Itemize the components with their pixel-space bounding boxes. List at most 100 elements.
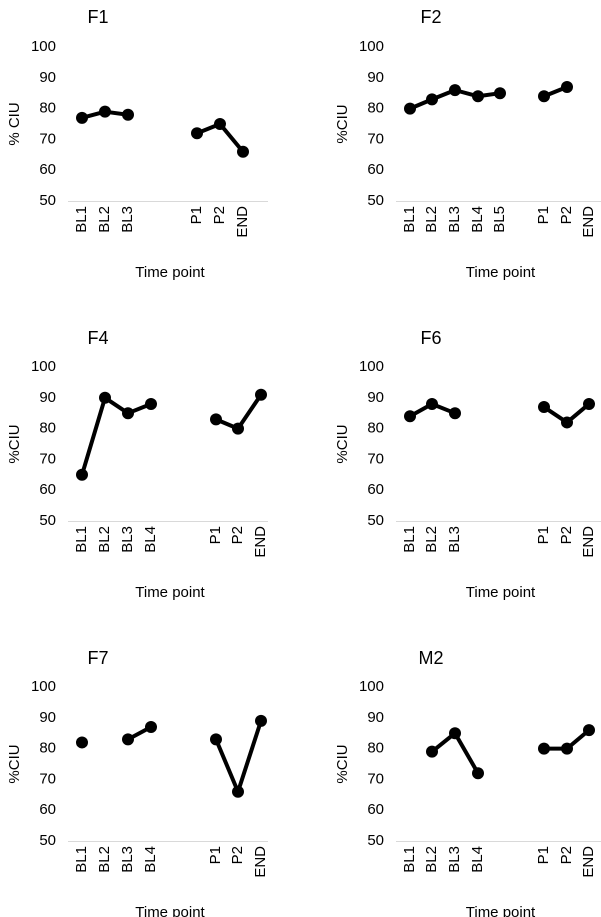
data-point [538,742,550,755]
x-tick-label: END [580,846,597,878]
y-tick-label: 80 [367,740,384,757]
x-tick-label: P1 [207,846,224,864]
data-point [472,90,484,103]
data-point [145,721,157,734]
y-tick-label: 90 [39,709,56,726]
data-point [561,742,573,755]
x-tick-label: BL3 [446,206,463,233]
data-point [449,407,461,420]
data-point [76,111,88,124]
data-point [76,736,88,749]
chart-panel-f6: F6 %CIU 50 60 70 80 90 100 BL1 BL2 BL3 P1 P2 END Time … [334,328,601,601]
data-point [494,87,506,100]
y-tick-label: 80 [39,100,56,117]
data-point [583,397,595,410]
data-point [561,81,573,94]
y-tick-label: 100 [31,38,56,55]
y-tick-label: 60 [367,161,384,178]
y-tick-label: 80 [39,420,56,437]
y-tick-label: 100 [31,678,56,695]
data-point [210,413,222,426]
data-point [426,93,438,106]
y-tick-label: 70 [39,450,56,467]
series-line-segment [214,737,240,794]
x-tick-label: BL2 [423,526,440,553]
data-point [255,714,267,727]
data-point [426,745,438,758]
chart-panel-f4: F4 %CIU 50 60 70 80 90 100 BL1 BL2 BL3 BL4 P1 P2 END Ti… [6,328,269,601]
series-line-segment [80,395,107,477]
y-tick-label: 50 [39,832,56,849]
x-axis-label: Time point [135,904,205,917]
data-point [449,727,461,740]
chart-title: F2 [420,7,441,27]
y-tick-label: 60 [39,801,56,818]
data-point [122,407,134,420]
data-point [255,388,267,401]
data-point [426,397,438,410]
y-tick-label: 100 [359,38,384,55]
data-point [191,127,203,140]
x-tick-label: BL4 [142,526,159,553]
data-point [122,733,134,746]
data-point [472,767,484,780]
y-tick-label: 50 [367,192,384,209]
x-tick-label: P1 [207,526,224,544]
chart-title: F7 [87,648,108,668]
y-axis-label: %CIU [334,104,351,143]
x-tick-label: P2 [211,206,228,224]
x-tick-label: END [580,206,597,238]
x-axis-label: Time point [135,264,205,281]
data-point [583,724,595,737]
x-tick-label: BL4 [142,846,159,873]
y-tick-label: 100 [31,358,56,375]
chart-title: F6 [420,328,441,348]
y-tick-label: 60 [367,481,384,498]
x-tick-label: BL2 [423,846,440,873]
x-tick-label: BL4 [469,846,486,873]
x-tick-label: END [252,526,269,558]
x-tick-label: P2 [558,846,575,864]
y-tick-label: 60 [39,481,56,498]
y-tick-label: 70 [39,130,56,147]
y-tick-label: 90 [367,709,384,726]
data-point [232,785,244,798]
data-point [145,397,157,410]
series-line-segment [218,122,245,154]
x-tick-label: BL2 [423,206,440,233]
y-tick-label: 80 [367,420,384,437]
y-tick-label: 90 [367,69,384,86]
data-point [122,108,134,121]
x-tick-label: BL3 [446,846,463,873]
data-point [404,410,416,423]
x-tick-label: END [234,206,251,238]
x-tick-label: BL4 [469,206,486,233]
x-tick-label: P2 [558,206,575,224]
x-tick-label: P2 [558,526,575,544]
x-tick-label: BL3 [119,526,136,553]
series-line-segment [236,392,263,431]
series-line-segment [453,731,480,776]
chart-panel-f2: F2 %CIU 50 60 70 80 90 100 BL1 BL2 BL3 BL4 BL5 P1 P2 EN… [334,7,601,281]
chart-panel-f1: F1 % CIU 50 60 70 80 90 100 BL1 BL2 BL3 P1 P2 END Time… [6,7,268,281]
y-tick-label: 100 [359,358,384,375]
y-tick-label: 70 [39,770,56,787]
y-tick-label: 70 [367,770,384,787]
x-tick-label: P2 [229,526,246,544]
y-tick-label: 80 [39,740,56,757]
y-tick-label: 80 [367,100,384,117]
x-tick-label: BL3 [119,846,136,873]
data-point [561,416,573,429]
x-tick-label: END [252,846,269,878]
y-tick-label: 60 [39,161,56,178]
x-tick-label: BL1 [401,206,418,233]
y-axis-label: %CIU [334,424,351,463]
x-tick-label: END [580,526,597,558]
x-tick-label: BL1 [73,526,90,553]
x-tick-label: P1 [535,526,552,544]
chart-panel-f7: F7 %CIU 50 60 70 80 90 100 BL1 BL2 BL3 BL4 P1 P2 END Ti… [6,648,269,917]
data-point [99,105,111,118]
data-point [237,145,249,158]
y-tick-label: 50 [39,512,56,529]
